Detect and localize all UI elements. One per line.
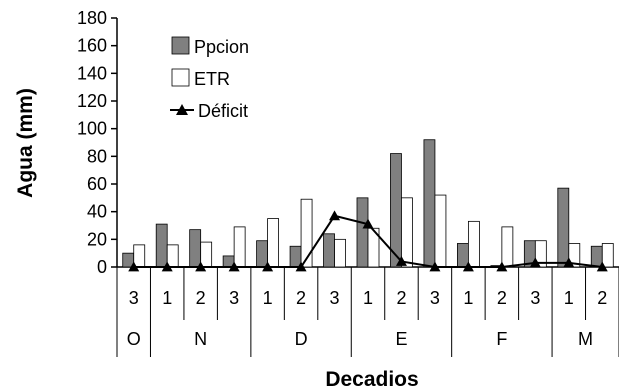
ppcion-bar (257, 241, 268, 267)
legend-label: Ppcion (194, 37, 249, 57)
y-tick-label: 60 (87, 174, 107, 194)
etr-bar (335, 239, 346, 267)
ppcion-bar (591, 246, 602, 267)
x-tick-label: 3 (229, 288, 239, 308)
legend-label: Déficit (198, 101, 248, 121)
bars (123, 140, 614, 267)
ppcion-bar (457, 243, 468, 267)
month-label: O (127, 329, 141, 349)
month-label: F (496, 329, 507, 349)
x-tick-label: 2 (396, 288, 406, 308)
etr-bar (602, 243, 613, 267)
x-tick-label: 3 (129, 288, 139, 308)
month-label: N (194, 329, 207, 349)
x-tick-label: 3 (530, 288, 540, 308)
x-tick-label: 3 (330, 288, 340, 308)
etr-bar (435, 195, 446, 267)
legend-swatch-ppcion (172, 37, 189, 54)
y-tick-label: 120 (77, 91, 107, 111)
ppcion-bar (357, 198, 368, 267)
y-tick-label: 0 (97, 257, 107, 277)
x-tick-label: 1 (162, 288, 172, 308)
x-tick-label: 2 (497, 288, 507, 308)
etr-bar (134, 245, 145, 267)
etr-bar (167, 245, 178, 267)
etr-bar (268, 219, 279, 267)
y-axis-title: Agua (mm) (14, 88, 37, 198)
etr-bar (502, 227, 513, 267)
y-tick-label: 40 (87, 202, 107, 222)
x-axis-title: Decadios (325, 368, 418, 391)
x-tick-label: 1 (463, 288, 473, 308)
y-tick-label: 180 (77, 8, 107, 28)
x-tick-label: 1 (564, 288, 574, 308)
x-tick-label: 2 (196, 288, 206, 308)
y-tick-label: 100 (77, 119, 107, 139)
ppcion-bar (190, 230, 201, 267)
y-tick-label: 20 (87, 229, 107, 249)
y-tick-label: 80 (87, 146, 107, 166)
legend: Ppcion ETR Déficit (170, 37, 249, 121)
ppcion-bar (424, 140, 435, 267)
legend-swatch-etr (172, 69, 189, 86)
y-axis: 0 20 40 60 80 100 120 140 160 180 (77, 8, 117, 277)
y-tick-label: 140 (77, 63, 107, 83)
x-tick-label: 2 (296, 288, 306, 308)
x-tick-label: 1 (263, 288, 273, 308)
legend-label: ETR (194, 69, 230, 89)
etr-bar (468, 221, 479, 267)
month-label: E (395, 329, 407, 349)
ppcion-bar (558, 188, 569, 267)
deficit-point (329, 210, 340, 220)
etr-bar (234, 227, 245, 267)
etr-bar (401, 198, 412, 267)
x-tick-label: 2 (597, 288, 607, 308)
ppcion-bar (290, 246, 301, 267)
ppcion-bar (324, 234, 335, 267)
ppcion-bar (156, 224, 167, 267)
month-label: D (295, 329, 308, 349)
x-tick-label: 3 (430, 288, 440, 308)
x-axis: 3 1 2 3 1 2 3 1 2 3 1 2 3 1 2 O N D E F M (117, 267, 619, 357)
y-tick-label: 160 (77, 36, 107, 56)
x-tick-label: 1 (363, 288, 373, 308)
etr-bar (201, 242, 212, 267)
month-label: M (578, 329, 593, 349)
